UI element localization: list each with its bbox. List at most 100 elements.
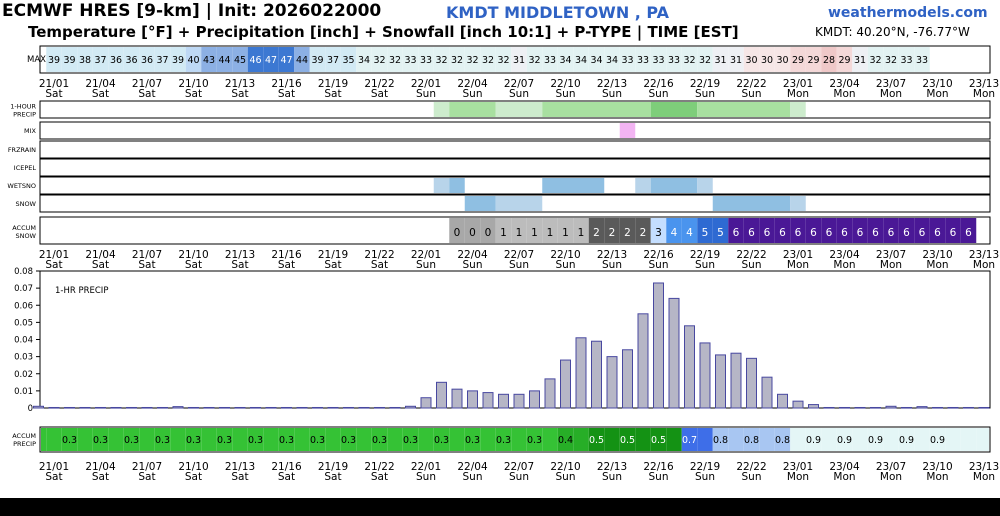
accum-precip-cell (108, 428, 124, 451)
precip-bar (406, 406, 416, 408)
max-temp-value: 31 (730, 55, 742, 66)
precip-bar (824, 407, 834, 408)
precip-bar (266, 407, 276, 408)
accum-snow-value: 1 (547, 227, 554, 239)
tick-label-day: Sun (695, 88, 715, 100)
tick-label-day: Sun (416, 259, 436, 271)
accum-precip-cell (728, 428, 744, 451)
precip-bar (158, 407, 168, 408)
tick-label-day: Mon (833, 88, 855, 100)
tick-label-day: Sat (45, 471, 62, 483)
tick-label-day: Sat (45, 259, 62, 271)
ptype-row-frame (40, 122, 990, 139)
tick-label-day: Mon (787, 259, 809, 271)
tick-label-day: Sun (416, 471, 436, 483)
ptype-segment (620, 123, 636, 138)
max-temp-value: 34 (606, 55, 618, 66)
accum-precip-value: 0.5 (651, 435, 666, 446)
precip-bar (685, 326, 695, 408)
accum-precip-label: PRECIP (13, 440, 36, 448)
max-temp-value: 38 (79, 55, 91, 66)
tick-label-day: Sun (742, 88, 762, 100)
accum-precip-cell (883, 428, 899, 451)
max-temp-value: 32 (451, 55, 463, 66)
ptype-segment (697, 178, 713, 193)
max-temp-value: 29 (792, 55, 804, 66)
ptype-row-frame (40, 177, 990, 194)
max-temp-value: 33 (544, 55, 556, 66)
precip-bar (762, 377, 772, 408)
accum-precip-value: 0.3 (527, 435, 542, 446)
precip-bar (871, 407, 881, 408)
tick-label-day: Sun (742, 471, 762, 483)
ptype-segment (697, 102, 790, 117)
ptype-row-label: PRECIP (13, 111, 36, 119)
y-axis-tick-label: 0.05 (14, 318, 33, 328)
precip-bar (282, 407, 292, 408)
tick-label-day: Sun (463, 471, 483, 483)
tick-label-day: Sat (324, 88, 341, 100)
accum-precip-cell (914, 428, 930, 451)
max-temp-value: 32 (435, 55, 447, 66)
accum-precip-cell (77, 428, 93, 451)
ptype-row-frame (40, 159, 990, 176)
precip-bar (886, 406, 896, 408)
ptype-segment (434, 178, 450, 193)
precip-bar (235, 407, 245, 408)
accum-precip-cell (232, 428, 248, 451)
precip-bar (390, 407, 400, 408)
accum-precip-cell (511, 428, 527, 451)
precip-bar (437, 382, 447, 408)
tick-label-day: Sat (371, 88, 388, 100)
tick-label-day: Sat (45, 88, 62, 100)
precip-bar (49, 407, 59, 408)
accum-precip-cell (790, 428, 806, 451)
accum-precip-value: 0.3 (434, 435, 449, 446)
accum-precip-value: 0.3 (465, 435, 480, 446)
tick-label-day: Sun (556, 471, 576, 483)
accum-snow-value: 1 (516, 227, 523, 239)
accum-snow-value: 6 (888, 227, 895, 239)
tick-label-day: Sat (324, 259, 341, 271)
y-axis-tick-label: 0.01 (14, 387, 33, 397)
accum-precip-cell (976, 428, 989, 451)
accum-snow-value: 2 (593, 227, 600, 239)
tick-label-day: Mon (880, 259, 902, 271)
tick-label-day: Sun (509, 259, 529, 271)
precip-bar (855, 407, 865, 408)
precip-bar (979, 407, 989, 408)
precip-bar (251, 407, 261, 408)
max-temp-value: 30 (776, 55, 788, 66)
precip-bar (576, 338, 586, 408)
accum-precip-cell (418, 428, 434, 451)
accum-snow-value: 6 (764, 227, 771, 239)
ptype-segment (713, 196, 791, 211)
y-axis-tick-label: 0.03 (14, 353, 33, 363)
max-temp-value: 39 (172, 55, 184, 66)
max-temp-value: 29 (807, 55, 819, 66)
precip-bar (499, 394, 509, 408)
accum-precip-cell (480, 428, 496, 451)
ptype-row-label: SNOW (15, 200, 36, 208)
tick-label-day: Sun (695, 259, 715, 271)
accum-snow-value: 6 (857, 227, 864, 239)
precip-bar (902, 407, 912, 408)
accum-precip-value: 0.9 (930, 435, 945, 446)
ptype-segment (496, 102, 543, 117)
accum-snow-value: 5 (702, 227, 709, 239)
ptype-segment (651, 178, 698, 193)
ptype-segment (651, 102, 698, 117)
ptype-row-frame (40, 141, 990, 158)
precip-bar (669, 298, 679, 408)
precip-bar (111, 407, 121, 408)
precip-bar (778, 394, 788, 408)
accum-precip-value: 0.5 (589, 435, 604, 446)
max-temp-value: 47 (280, 55, 292, 66)
max-temp-value: 32 (869, 55, 881, 66)
max-temp-value: 36 (125, 55, 137, 66)
max-temp-value: 30 (761, 55, 773, 66)
accum-precip-value: 0.3 (155, 435, 170, 446)
tick-label-day: Sat (231, 259, 248, 271)
max-temp-value: 40 (187, 55, 199, 66)
max-temp-value: 33 (420, 55, 432, 66)
